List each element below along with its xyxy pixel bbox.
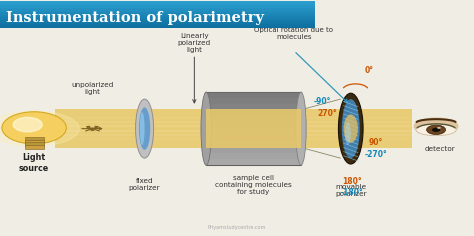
FancyBboxPatch shape — [206, 135, 301, 141]
Ellipse shape — [136, 99, 154, 158]
Circle shape — [2, 112, 66, 144]
FancyBboxPatch shape — [0, 25, 315, 27]
FancyBboxPatch shape — [206, 104, 301, 110]
Text: unpolarized
light: unpolarized light — [71, 82, 114, 95]
Text: 90°: 90° — [369, 138, 383, 147]
Ellipse shape — [338, 93, 363, 164]
FancyBboxPatch shape — [206, 98, 301, 104]
FancyBboxPatch shape — [0, 11, 315, 12]
FancyBboxPatch shape — [25, 142, 44, 146]
Ellipse shape — [413, 117, 459, 135]
FancyBboxPatch shape — [206, 153, 301, 159]
Ellipse shape — [140, 112, 145, 145]
Text: sample cell
containing molecules
for study: sample cell containing molecules for stu… — [215, 175, 292, 195]
FancyBboxPatch shape — [0, 4, 315, 5]
Text: Light
source: Light source — [19, 153, 49, 173]
FancyBboxPatch shape — [0, 12, 315, 13]
FancyBboxPatch shape — [0, 13, 315, 15]
Circle shape — [437, 127, 441, 129]
FancyBboxPatch shape — [0, 19, 315, 20]
FancyBboxPatch shape — [0, 9, 315, 11]
FancyBboxPatch shape — [206, 159, 301, 165]
Text: -90°: -90° — [314, 97, 331, 106]
FancyBboxPatch shape — [0, 21, 315, 23]
FancyBboxPatch shape — [55, 109, 412, 148]
FancyBboxPatch shape — [0, 20, 315, 21]
FancyBboxPatch shape — [206, 147, 301, 153]
FancyBboxPatch shape — [0, 17, 315, 19]
FancyBboxPatch shape — [206, 92, 301, 98]
FancyBboxPatch shape — [206, 92, 301, 165]
Ellipse shape — [296, 92, 306, 165]
FancyBboxPatch shape — [0, 2, 315, 4]
FancyBboxPatch shape — [206, 109, 301, 148]
Ellipse shape — [345, 122, 351, 145]
Text: 270°: 270° — [317, 109, 337, 118]
Text: 0°: 0° — [365, 66, 374, 75]
Ellipse shape — [139, 107, 150, 150]
Text: Priyamstudycentre.com: Priyamstudycentre.com — [208, 225, 266, 230]
FancyBboxPatch shape — [0, 1, 315, 2]
FancyBboxPatch shape — [206, 128, 301, 135]
Text: movable
polarizer: movable polarizer — [335, 184, 366, 197]
Ellipse shape — [342, 99, 360, 158]
FancyBboxPatch shape — [0, 6, 315, 8]
Circle shape — [432, 128, 440, 132]
FancyBboxPatch shape — [25, 145, 44, 149]
FancyBboxPatch shape — [0, 5, 315, 6]
FancyBboxPatch shape — [206, 141, 301, 147]
Text: detector: detector — [425, 146, 455, 152]
FancyBboxPatch shape — [206, 122, 301, 129]
FancyBboxPatch shape — [0, 15, 315, 16]
Ellipse shape — [344, 114, 358, 143]
Circle shape — [13, 117, 42, 132]
FancyBboxPatch shape — [0, 24, 315, 25]
Text: Instrumentation of polarimetry: Instrumentation of polarimetry — [6, 11, 264, 25]
Text: fixed
polarizer: fixed polarizer — [129, 178, 160, 191]
Text: -180°: -180° — [340, 188, 363, 197]
Text: Optical rotation due to
molecules: Optical rotation due to molecules — [255, 27, 333, 40]
FancyBboxPatch shape — [0, 16, 315, 17]
FancyBboxPatch shape — [206, 110, 301, 116]
FancyBboxPatch shape — [0, 23, 315, 24]
FancyBboxPatch shape — [25, 140, 44, 144]
FancyBboxPatch shape — [206, 116, 301, 122]
Text: -270°: -270° — [365, 150, 387, 159]
Text: Linearly
polarized
light: Linearly polarized light — [178, 33, 211, 53]
FancyBboxPatch shape — [0, 27, 315, 28]
Ellipse shape — [201, 92, 211, 165]
Circle shape — [427, 125, 446, 135]
FancyBboxPatch shape — [0, 8, 315, 9]
Ellipse shape — [416, 124, 456, 136]
Ellipse shape — [0, 111, 79, 146]
FancyBboxPatch shape — [25, 137, 44, 141]
Text: 180°: 180° — [342, 177, 362, 186]
